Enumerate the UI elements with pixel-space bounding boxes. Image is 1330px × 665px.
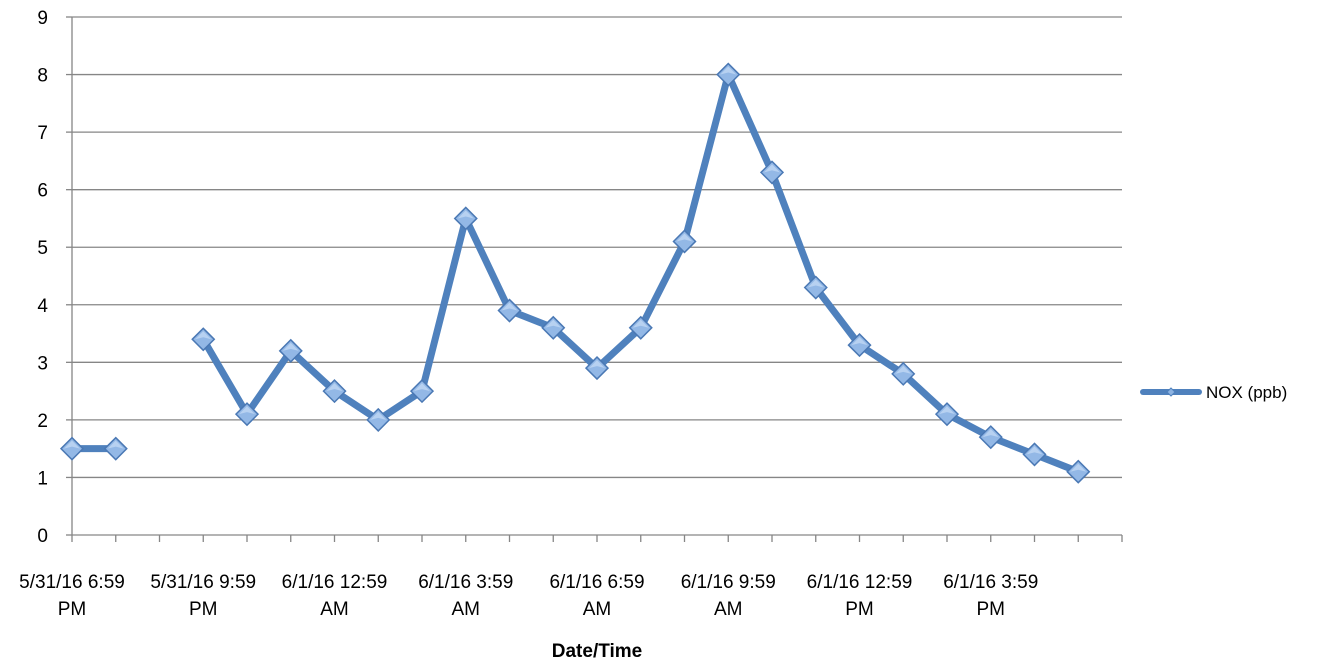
legend-diamond-marker [1166,387,1176,397]
x-tick-label: 6/1/16 3:59 AM [418,572,513,620]
data-point [322,379,347,404]
data-point [978,425,1003,450]
y-tick-label: 3 [37,353,48,374]
data-point [716,62,741,87]
data-point [672,229,697,254]
y-tick-label: 9 [37,8,48,29]
data-point-highlight [982,429,999,438]
data-point-highlight [239,406,255,415]
labels: 0 1 2 3 4 5 6 7 8 9 5/31/16 6:59 PM 5/31/16 9:59 PM 6/… [19,8,1038,620]
data-point [1022,442,1047,467]
series-line [68,71,1082,476]
data-point-highlight [457,210,474,219]
data-point-highlight [282,342,299,351]
x-tick-label: 6/1/16 6:59 AM [549,572,644,620]
data-point [278,338,303,363]
data-point [934,402,960,427]
x-tick-label: 6/1/16 3:59 PM [943,572,1038,620]
y-tick-label: 5 [37,238,48,259]
y-tick-label: 6 [37,181,48,202]
data-point [891,361,916,386]
data-point [847,333,872,358]
data-point-highlight [764,164,780,173]
y-tick-label: 0 [37,526,48,547]
y-tick-label: 8 [37,66,48,87]
data-point-highlight [64,440,80,449]
data-point [409,379,435,404]
data-point-highlight [370,411,387,420]
data-point [759,160,785,185]
grid [72,16,1122,479]
data-point-highlight [895,365,912,374]
series-layer [59,62,1091,484]
data-point-highlight [589,360,605,369]
legend-label: NOX (ppb) [1206,383,1287,402]
data-point [1066,459,1091,484]
data-point-highlight [107,440,124,449]
data-point-highlight [807,279,824,288]
y-tick-label: 2 [37,411,48,432]
data-point [103,436,128,461]
legend: NOX (ppb) [1140,383,1287,402]
x-tick-label: 5/31/16 9:59 PM [150,572,256,620]
data-point [628,315,653,340]
y-tick-label: 4 [37,296,48,317]
data-point-highlight [326,383,343,392]
data-point [584,356,610,381]
data-point-highlight [545,319,562,328]
data-point [59,436,85,461]
x-tick-label: 6/1/16 12:59 AM [282,572,388,620]
data-point [366,407,391,432]
data-point-highlight [1026,446,1043,455]
data-point-highlight [632,319,649,328]
data-point-highlight [501,302,518,311]
data-point-highlight [1070,463,1087,472]
axes [66,16,1123,542]
data-point [191,327,216,352]
x-axis-title: Date/Time [552,641,642,662]
data-point [234,402,260,427]
data-point-highlight [414,383,430,392]
data-point [803,275,828,300]
data-point-highlight [676,233,693,242]
data-point [541,315,566,340]
data-point [453,206,478,231]
data-point [497,298,522,323]
x-tick-label: 6/1/16 12:59 PM [807,572,913,620]
data-point-highlight [851,337,868,346]
data-point-highlight [720,66,737,75]
y-tick-label: 7 [37,123,48,144]
data-point-highlight [195,331,212,340]
data-point-highlight [939,406,955,415]
x-tick-label: 6/1/16 9:59 AM [681,572,776,620]
x-tick-label: 5/31/16 6:59 PM [19,572,125,620]
y-tick-label: 1 [37,468,48,489]
